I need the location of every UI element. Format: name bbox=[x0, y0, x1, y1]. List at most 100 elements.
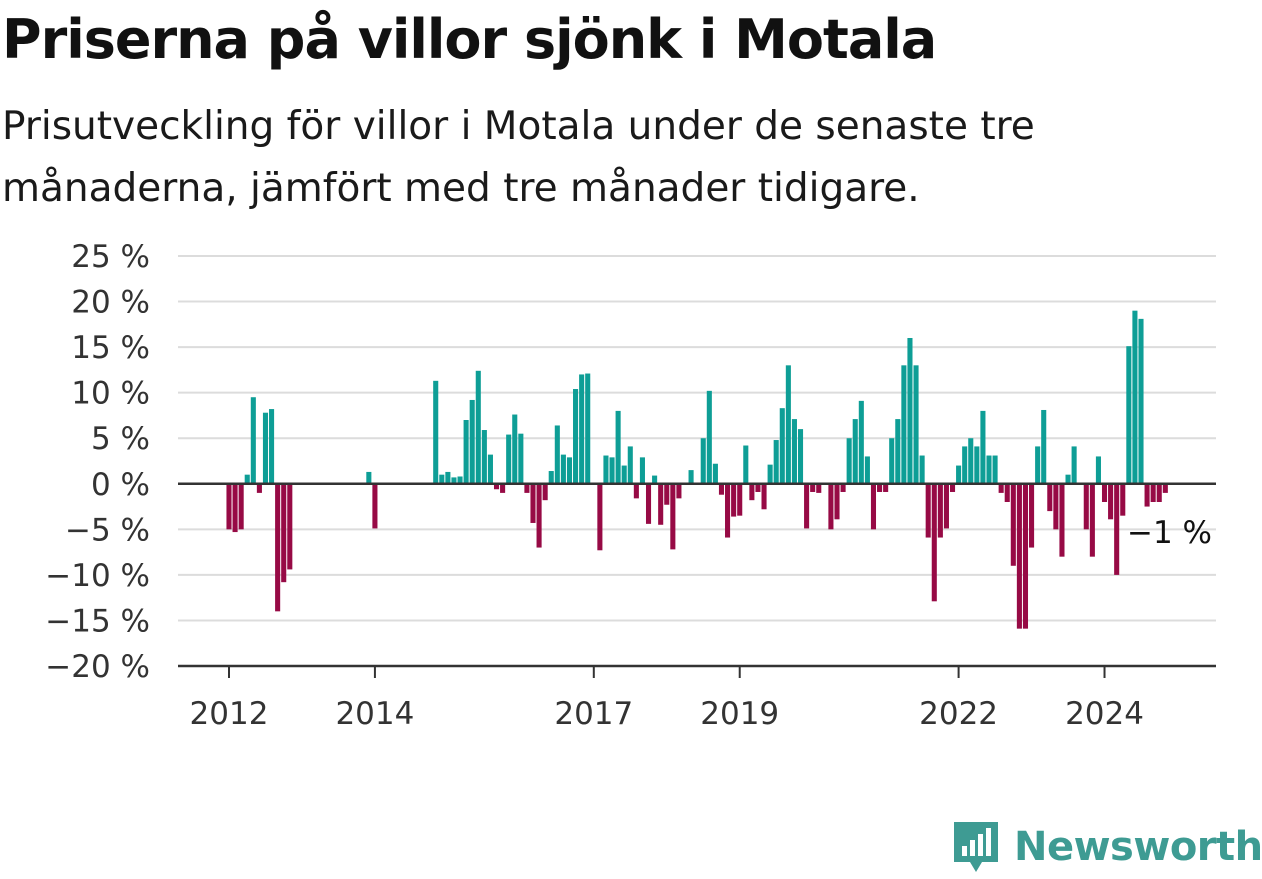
bar bbox=[554, 425, 560, 484]
bar bbox=[445, 471, 451, 484]
bar bbox=[992, 455, 998, 484]
bar bbox=[1010, 483, 1016, 566]
bar bbox=[1041, 409, 1047, 484]
bar bbox=[895, 419, 901, 484]
bar bbox=[621, 465, 627, 484]
bar bbox=[542, 483, 548, 501]
bar bbox=[1047, 483, 1053, 512]
bar bbox=[451, 477, 457, 484]
bar bbox=[852, 419, 858, 484]
bar bbox=[998, 483, 1004, 493]
bar bbox=[1022, 483, 1029, 629]
x-tick-label: 2019 bbox=[700, 696, 779, 732]
x-tick-label: 2022 bbox=[919, 696, 998, 732]
bar bbox=[949, 483, 956, 492]
bar bbox=[281, 483, 287, 583]
bar bbox=[573, 389, 579, 484]
bar bbox=[846, 438, 852, 484]
labels: 25 % 20 % 15 % 10 % 5 % 0 % −5 % −10 % −15 % −20 … bbox=[45, 239, 1212, 732]
bar bbox=[913, 365, 919, 484]
bar bbox=[901, 365, 907, 484]
bar bbox=[244, 474, 250, 484]
bar bbox=[870, 483, 877, 530]
bar bbox=[810, 483, 816, 492]
chart-subtitle: Prisutveckling för villor i Motala under… bbox=[2, 104, 1035, 211]
bar bbox=[627, 446, 633, 484]
bar bbox=[840, 483, 846, 492]
bar bbox=[877, 483, 883, 492]
axes bbox=[178, 482, 1216, 678]
bar bbox=[238, 483, 244, 530]
bar bbox=[372, 483, 378, 529]
bar bbox=[907, 338, 913, 484]
y-tick-label: 25 % bbox=[71, 239, 150, 275]
bar bbox=[500, 483, 506, 493]
bar bbox=[1138, 318, 1144, 484]
bar bbox=[1059, 483, 1065, 557]
bar bbox=[1156, 483, 1162, 502]
bar bbox=[275, 483, 281, 612]
bar bbox=[816, 483, 822, 493]
grid-lines bbox=[178, 255, 1216, 622]
bars bbox=[226, 310, 1168, 629]
bar bbox=[1029, 483, 1035, 548]
y-tick-label: 15 % bbox=[71, 330, 150, 366]
bar bbox=[688, 470, 694, 484]
bar bbox=[475, 370, 481, 484]
bar bbox=[579, 374, 585, 484]
bar bbox=[1065, 474, 1071, 484]
bar bbox=[1114, 483, 1120, 575]
last-value-label: −1 % bbox=[1127, 515, 1212, 551]
y-tick-label: 0 % bbox=[91, 467, 150, 503]
bar bbox=[767, 464, 773, 484]
y-tick-label: 10 % bbox=[71, 376, 150, 412]
bar bbox=[530, 483, 536, 523]
bar bbox=[785, 365, 791, 484]
bar bbox=[676, 483, 682, 499]
brand-name: Newsworthy bbox=[1014, 824, 1262, 870]
bar bbox=[718, 483, 725, 495]
bar bbox=[980, 410, 986, 484]
bar bbox=[804, 483, 810, 529]
bar bbox=[883, 483, 889, 492]
bar bbox=[797, 429, 804, 484]
bar bbox=[937, 483, 943, 538]
y-tick-label: −15 % bbox=[45, 603, 150, 639]
bar bbox=[1035, 446, 1041, 484]
newsworthy-logo: Newsworthy bbox=[950, 818, 1262, 876]
bar bbox=[645, 483, 652, 524]
bar bbox=[524, 483, 530, 493]
bar bbox=[633, 483, 639, 499]
bar bbox=[670, 483, 676, 550]
bar bbox=[250, 397, 256, 484]
bar bbox=[487, 454, 493, 484]
bar bbox=[652, 475, 658, 484]
bar bbox=[1120, 483, 1126, 516]
bar bbox=[609, 457, 615, 484]
bar bbox=[469, 399, 475, 484]
bar bbox=[481, 430, 487, 484]
bar bbox=[585, 373, 591, 484]
x-tick-label: 2024 bbox=[1065, 696, 1144, 732]
bar bbox=[1089, 483, 1095, 557]
bar bbox=[962, 446, 968, 484]
bar bbox=[1004, 483, 1010, 502]
y-tick-label: −10 % bbox=[45, 558, 150, 594]
bar bbox=[1101, 483, 1108, 502]
bar bbox=[779, 408, 785, 484]
bar bbox=[761, 483, 767, 510]
bar bbox=[269, 409, 275, 484]
bar bbox=[262, 412, 269, 484]
bar bbox=[1162, 483, 1168, 493]
bar bbox=[1150, 483, 1156, 502]
bar bbox=[463, 420, 469, 484]
bar bbox=[518, 433, 524, 484]
bar bbox=[1053, 483, 1059, 530]
bar bbox=[560, 454, 566, 484]
bar bbox=[834, 483, 840, 520]
bar bbox=[743, 445, 749, 484]
bar bbox=[706, 390, 712, 484]
bar bbox=[439, 474, 445, 484]
bar bbox=[731, 483, 737, 517]
